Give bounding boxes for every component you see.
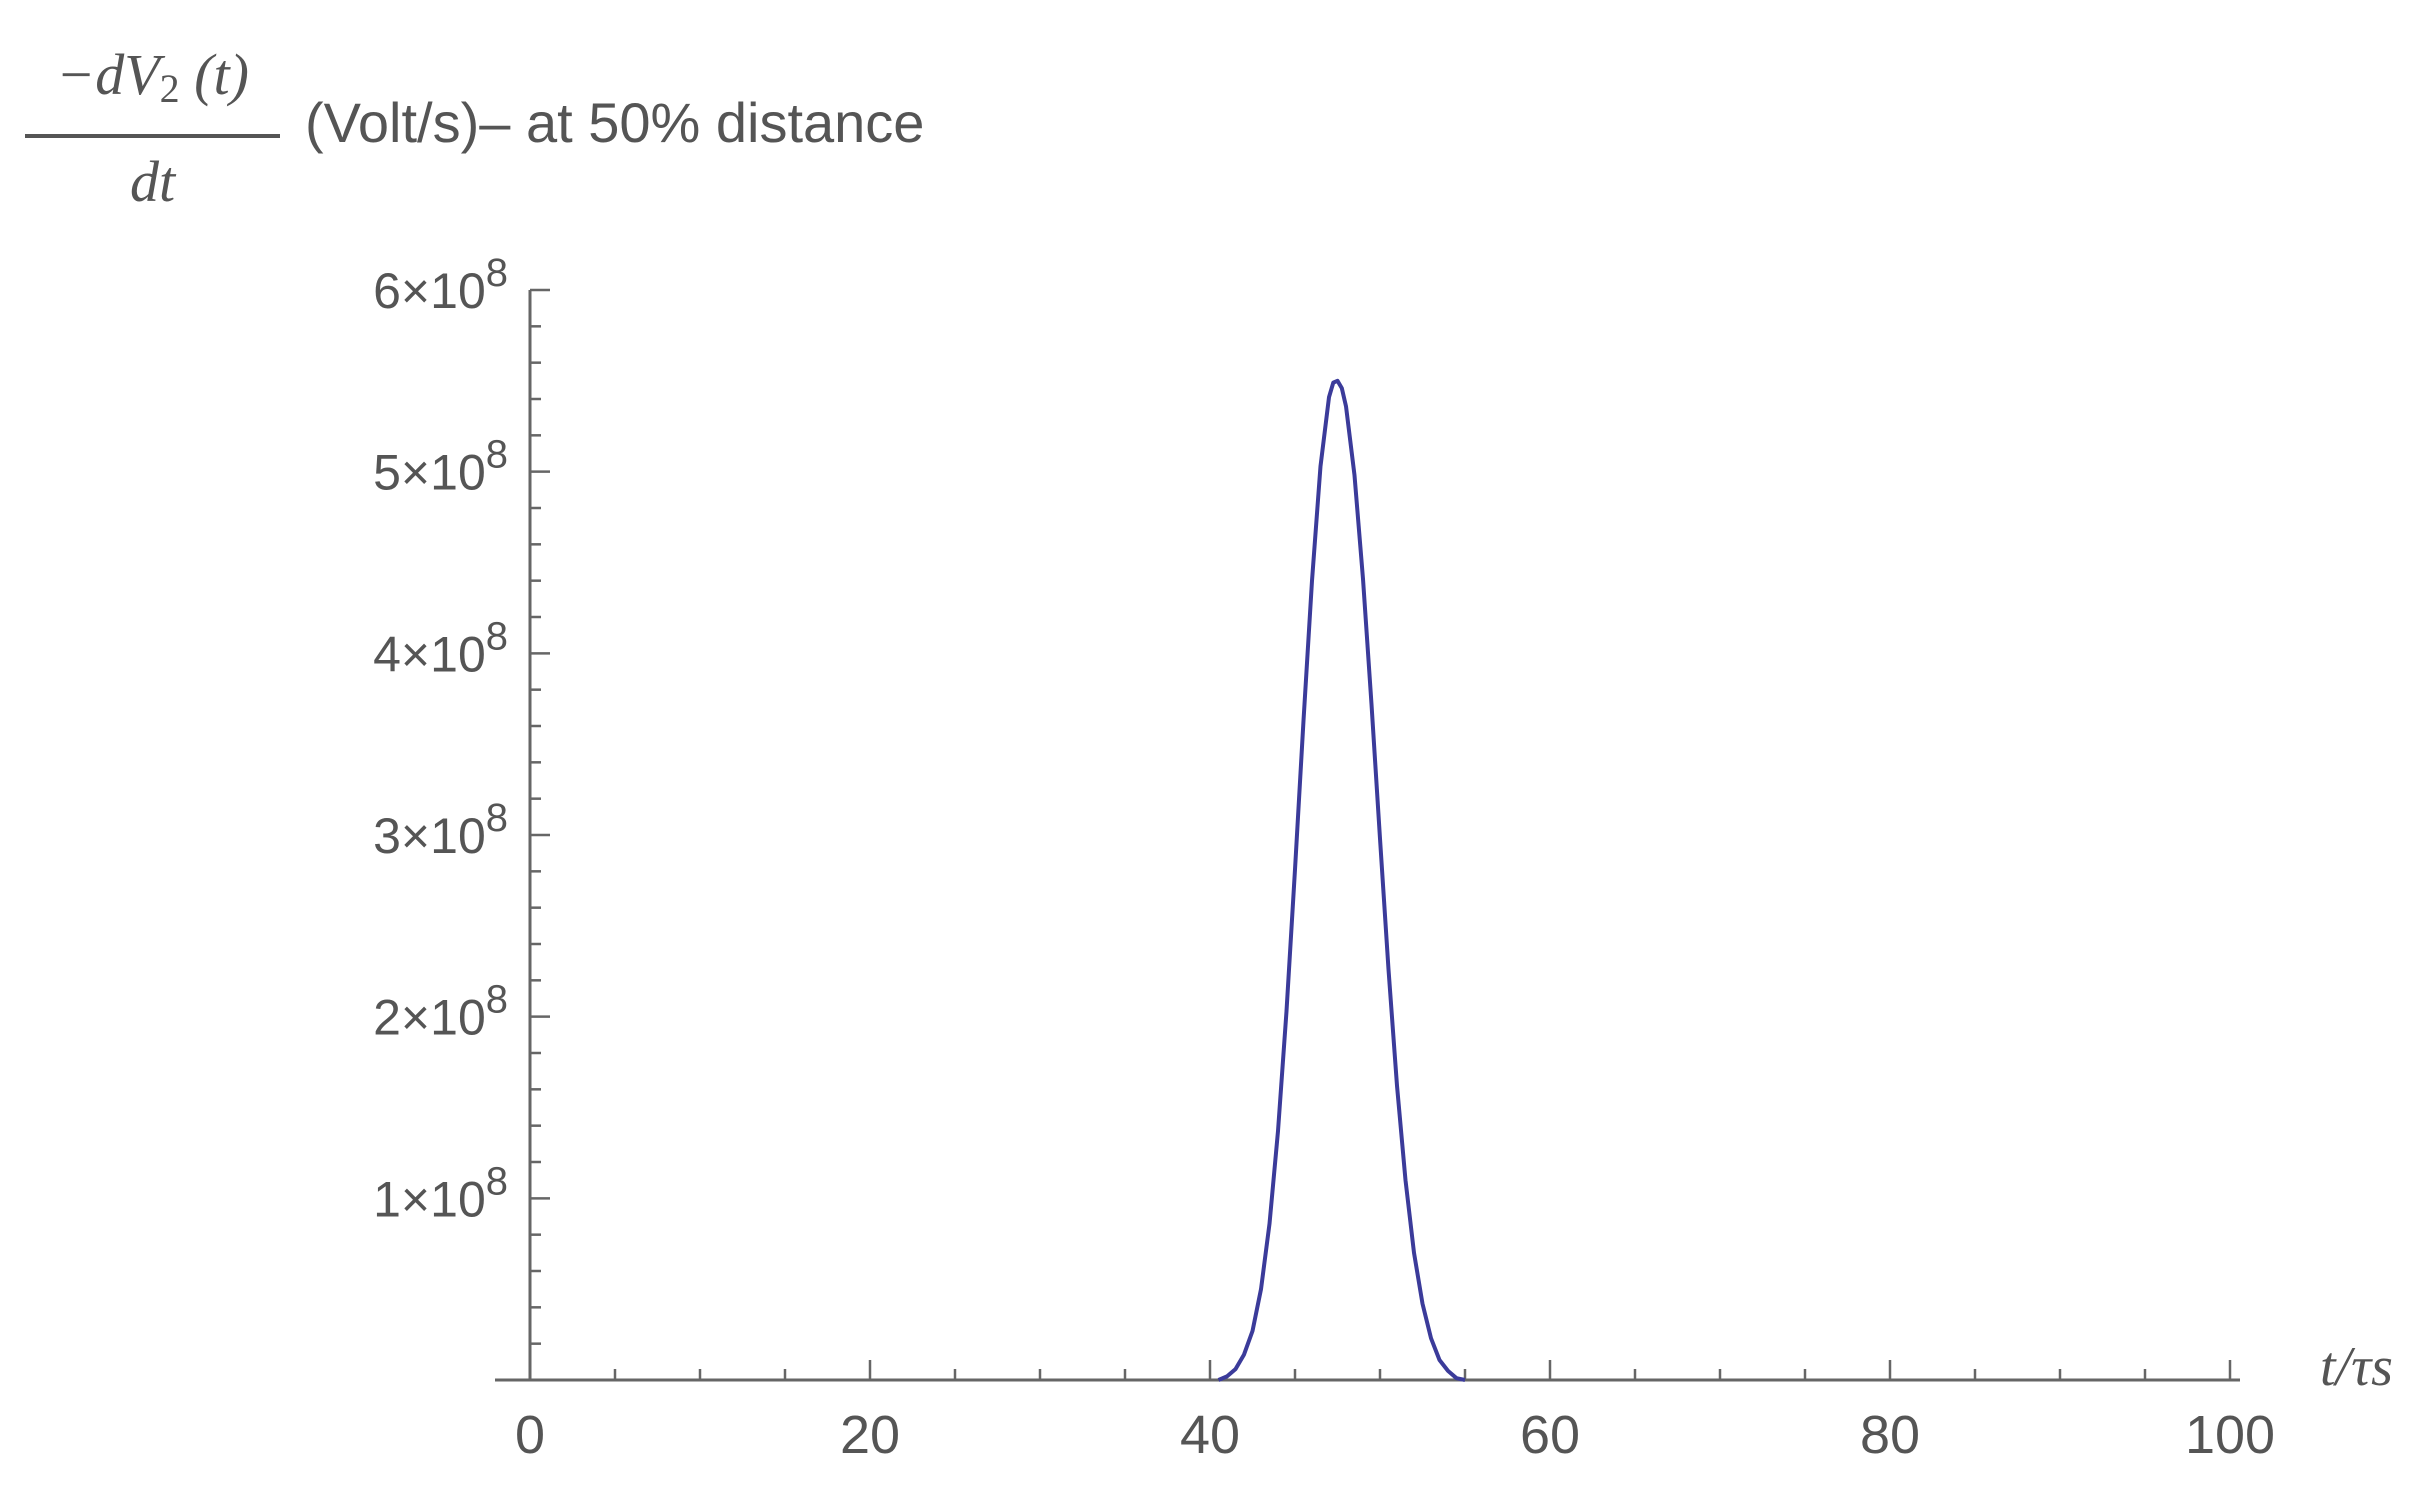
y-axis-label: −dV2 (t) dt bbox=[25, 40, 280, 212]
x-tick-label: 40 bbox=[1180, 1405, 1240, 1465]
x-tick-label: 100 bbox=[2185, 1405, 2275, 1465]
x-tick-label: 60 bbox=[1520, 1405, 1580, 1465]
x-tick-label: 80 bbox=[1860, 1405, 1920, 1465]
series bbox=[1217, 378, 1466, 1382]
y-tick-label: 1×108 bbox=[373, 1159, 508, 1227]
y-tick-label: 3×108 bbox=[373, 796, 508, 864]
y-axis-label-numerator: −dV2 (t) bbox=[56, 42, 249, 111]
tick-labels: 0 20 40 60 80 100 1×108 2×108 3×108 4×108 5×108 6×1… bbox=[373, 251, 2275, 1465]
y-axis-label-units: (Volt/s)– at 50% distance bbox=[305, 91, 925, 154]
y-axis-label-denominator: dt bbox=[129, 149, 176, 214]
x-tick-label: 20 bbox=[840, 1405, 900, 1465]
y-tick-label: 2×108 bbox=[373, 978, 508, 1046]
x-tick-label: 0 bbox=[515, 1405, 545, 1465]
y-tick-label: 6×108 bbox=[373, 251, 508, 319]
x-axis-label: t/τs bbox=[2320, 1336, 2393, 1398]
series-line bbox=[1217, 378, 1466, 1382]
y-tick-label: 5×108 bbox=[373, 433, 508, 501]
ticks bbox=[528, 288, 2232, 1382]
y-tick-label: 4×108 bbox=[373, 614, 508, 682]
y-axis-label-fraction-bar bbox=[25, 134, 280, 138]
axes bbox=[495, 290, 2240, 1382]
